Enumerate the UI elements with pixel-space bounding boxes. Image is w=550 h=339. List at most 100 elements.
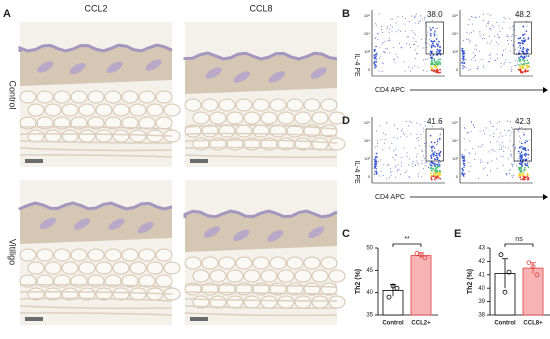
- adipocyte: [155, 90, 173, 104]
- flow-dot: [479, 35, 481, 37]
- flow-dot: [433, 59, 436, 62]
- flow-dot: [389, 28, 391, 30]
- flow-dot: [519, 176, 522, 179]
- flow-dot: [429, 27, 431, 29]
- flow-dot: [437, 45, 439, 47]
- flow-dot: [415, 13, 417, 15]
- flow-dot: [433, 33, 436, 35]
- flow-dot: [374, 162, 376, 164]
- flow-dot: [496, 53, 498, 55]
- flow-dot: [395, 148, 397, 150]
- gate: [513, 21, 532, 55]
- flow-dot: [489, 43, 491, 45]
- flow-dot: [519, 55, 522, 58]
- flow-dot: [519, 69, 522, 72]
- flow-dot: [522, 57, 525, 60]
- flow-dot: [463, 62, 465, 64]
- adipocyte: [19, 116, 37, 130]
- flow-dot: [504, 129, 506, 131]
- flow-dot: [430, 63, 432, 66]
- flow-dot: [491, 126, 493, 128]
- flow-dot: [522, 178, 525, 181]
- flow-dot: [431, 145, 433, 148]
- flow-dot: [432, 152, 434, 154]
- flow-dot: [499, 148, 501, 150]
- flow-dot: [515, 64, 517, 66]
- flow-dot: [519, 166, 522, 169]
- fiber: [184, 124, 338, 130]
- adipocyte: [328, 269, 346, 283]
- flow-dot: [517, 175, 520, 177]
- flow-dot: [388, 163, 390, 165]
- flow-dot: [509, 61, 511, 63]
- flow-dot: [519, 44, 521, 47]
- flow-dot: [430, 40, 433, 43]
- flow-dot: [424, 42, 426, 44]
- flow-dot: [462, 173, 465, 176]
- flow-dot: [431, 57, 433, 60]
- flow-dot: [431, 61, 433, 64]
- flow-dot: [385, 134, 387, 136]
- histology-image: [183, 180, 346, 325]
- flow-dot: [436, 48, 439, 51]
- flow-tick-label: 0: [456, 67, 459, 72]
- flow-dot: [468, 19, 470, 21]
- flow-dot: [510, 155, 512, 157]
- flow-dot: [503, 21, 505, 23]
- fiber: [19, 283, 173, 288]
- flow-dot: [375, 156, 378, 158]
- flow-dot: [492, 24, 494, 26]
- flow-dot: [431, 44, 433, 46]
- flow-dot: [439, 62, 442, 64]
- flow-dot: [481, 143, 483, 145]
- flow-dot: [438, 61, 440, 64]
- flow-dot: [375, 167, 377, 170]
- flow-dot: [422, 155, 424, 157]
- data-point: [394, 285, 400, 291]
- flow-dot: [400, 165, 402, 167]
- flow-dot: [462, 67, 464, 69]
- flow-dot: [431, 63, 434, 65]
- follicle: [108, 218, 125, 230]
- y-tick-label: 40: [366, 290, 373, 296]
- flow-dot: [520, 157, 523, 160]
- flow-dot: [440, 133, 442, 135]
- follicle: [73, 218, 91, 230]
- flow-dot: [461, 171, 464, 174]
- flow-dot: [490, 40, 492, 42]
- flow-dot: [472, 16, 474, 18]
- fiber: [19, 312, 173, 316]
- flow-dot: [510, 66, 512, 68]
- flow-tick-label: 10³: [364, 156, 370, 161]
- significance: **: [404, 236, 410, 243]
- flow-dot: [375, 23, 377, 25]
- fiber: [184, 305, 338, 310]
- flow-dot: [511, 126, 513, 128]
- flow-dot: [374, 57, 376, 59]
- adipocyte: [155, 116, 173, 130]
- flow-dot: [432, 162, 435, 165]
- flow-dot: [520, 63, 522, 65]
- flow-dot: [374, 157, 377, 159]
- flow-dot: [516, 54, 518, 56]
- adipocyte: [129, 103, 147, 117]
- flow-dot: [462, 169, 465, 171]
- flow-dot: [468, 162, 470, 164]
- flow-dot: [374, 170, 377, 173]
- adipocyte: [112, 261, 130, 275]
- flow-dot: [524, 162, 526, 165]
- flow-dot: [439, 46, 441, 48]
- flow-dot: [376, 140, 378, 142]
- flow-dot: [374, 146, 376, 148]
- flow-dot: [379, 47, 381, 49]
- flow-dot: [505, 59, 507, 61]
- flow-dot: [502, 164, 504, 166]
- flow-dot: [406, 156, 408, 158]
- adipocyte: [294, 295, 312, 309]
- fiber: [184, 298, 338, 302]
- flow-dot: [515, 146, 517, 148]
- flow-dot: [435, 42, 437, 44]
- column-header: CCL8: [249, 3, 272, 13]
- follicle: [106, 61, 123, 73]
